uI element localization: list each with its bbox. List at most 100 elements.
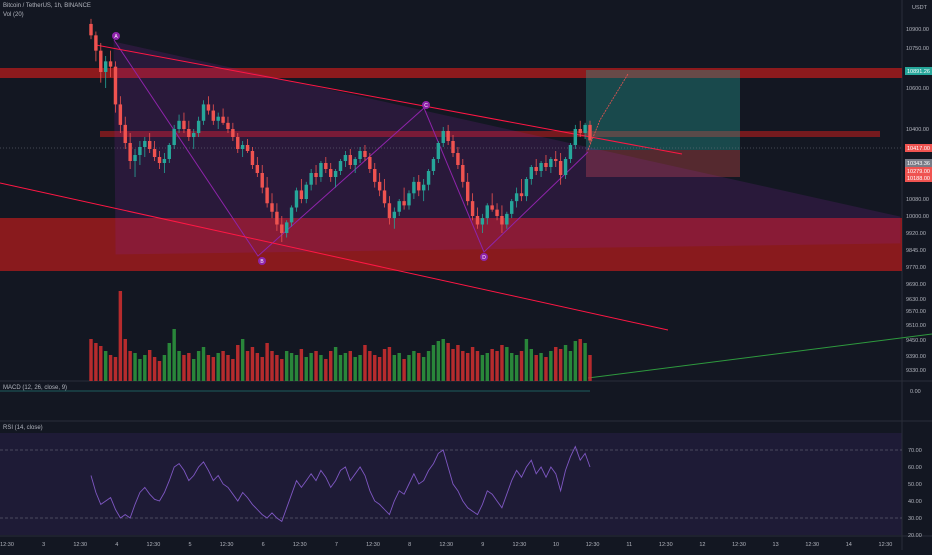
candle-body	[157, 157, 162, 163]
candle	[377, 173, 382, 197]
pattern-label-marker	[480, 253, 488, 261]
candle-body	[143, 141, 147, 147]
pattern-label: D	[482, 255, 486, 261]
candle	[514, 187, 519, 208]
volume-bar	[456, 345, 460, 381]
time-tick-label: 12:30	[879, 542, 893, 548]
candle	[544, 155, 548, 171]
candle-body	[270, 203, 274, 212]
candle-body	[510, 201, 514, 214]
candle	[348, 149, 352, 169]
volume-bar	[324, 359, 328, 381]
candle-body	[417, 181, 421, 191]
candle	[172, 124, 176, 149]
candle	[539, 161, 543, 177]
volume-bar	[143, 355, 147, 381]
volume-indicator-label[interactable]: Vol (20)	[3, 12, 24, 18]
symbol-title[interactable]: Bitcoin / TetherUS, 1h, BINANCE	[3, 3, 91, 9]
price-tick-label: 10000.00	[906, 214, 929, 220]
candle	[138, 141, 142, 165]
candle	[392, 207, 397, 229]
price-tag-box	[905, 67, 932, 75]
candle	[304, 181, 308, 204]
volume-bar	[446, 343, 450, 381]
candle	[162, 153, 167, 173]
volume-bar	[500, 345, 504, 381]
candle	[245, 139, 250, 153]
price-tick-label: 10900.00	[906, 27, 929, 33]
candle	[500, 205, 504, 233]
candle-body	[240, 145, 245, 149]
candle-body	[588, 124, 592, 141]
candle-body	[333, 171, 338, 177]
price-tick-label: 9510.00	[906, 323, 926, 329]
price-tag: 10343.36	[907, 161, 930, 167]
volume-bar	[157, 361, 162, 381]
candle-body	[196, 120, 201, 133]
volume-bar	[368, 351, 372, 381]
candle-body	[265, 187, 269, 204]
volume-bar	[99, 346, 103, 381]
candle-body	[373, 169, 377, 182]
volume-bar	[514, 355, 519, 381]
volume-bar	[426, 351, 431, 381]
candle	[192, 129, 196, 149]
volume-bar	[240, 339, 245, 381]
candle	[108, 50, 113, 78]
volume-bar	[539, 353, 543, 381]
rsi-indicator-label[interactable]: RSI (14, close)	[3, 425, 43, 431]
price-tick-label: 9450.00	[906, 338, 926, 344]
candle-body	[470, 201, 475, 216]
candle	[329, 163, 333, 182]
candle	[265, 177, 269, 208]
candle	[558, 153, 563, 185]
upper-trendline	[95, 44, 683, 155]
candle	[373, 163, 377, 188]
volume-bar	[147, 350, 152, 381]
volume-bar	[94, 343, 98, 381]
candle-body	[123, 124, 127, 143]
candle-body	[294, 190, 299, 208]
candle	[157, 151, 162, 169]
volume-bar	[172, 329, 176, 381]
volume-bar	[519, 351, 524, 381]
candle-body	[377, 181, 382, 191]
candle-body	[138, 147, 142, 155]
volume-bar	[299, 349, 304, 381]
time-tick-label: 3	[42, 542, 45, 548]
candle	[480, 213, 485, 233]
candle-body	[103, 61, 108, 72]
candle	[475, 207, 480, 229]
time-tick-label: 12:30	[73, 542, 87, 548]
candle	[470, 193, 475, 221]
candle-body	[402, 201, 406, 206]
volume-bar	[524, 339, 529, 381]
candle	[461, 159, 465, 188]
rsi-tick-label: 60.00	[908, 465, 922, 471]
volume-bar	[583, 343, 587, 381]
macd-indicator-label[interactable]: MACD (12, 26, close, 9)	[3, 385, 68, 391]
candle-body	[534, 167, 538, 171]
take-profit-box	[586, 70, 740, 150]
volume-bar	[402, 359, 406, 381]
candle	[133, 149, 137, 177]
candle	[402, 187, 406, 210]
candle-body	[426, 171, 431, 185]
candle	[250, 147, 255, 169]
candle-body	[514, 193, 519, 202]
volume-bar	[118, 291, 123, 381]
volume-bar	[319, 355, 323, 381]
candle	[387, 196, 392, 225]
candle-body	[275, 211, 279, 225]
volume-bar	[554, 347, 558, 381]
volume-bar	[470, 347, 475, 381]
volume-bar	[294, 355, 299, 381]
volume-bar	[436, 341, 441, 381]
candle-body	[558, 161, 563, 175]
time-tick-label: 12:30	[732, 542, 746, 548]
volume-bar	[392, 355, 397, 381]
candle-body	[412, 181, 416, 194]
rsi-tick-label: 50.00	[908, 482, 922, 488]
